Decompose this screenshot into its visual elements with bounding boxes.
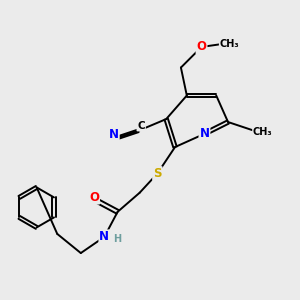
Text: N: N [99,230,110,243]
Text: CH₃: CH₃ [220,39,239,49]
Text: O: O [89,190,99,204]
Text: C: C [137,121,145,130]
Text: H: H [113,234,121,244]
Text: N: N [200,127,209,140]
Text: O: O [196,40,206,53]
Text: S: S [153,167,162,180]
Text: N: N [109,128,119,141]
Text: CH₃: CH₃ [253,127,273,137]
